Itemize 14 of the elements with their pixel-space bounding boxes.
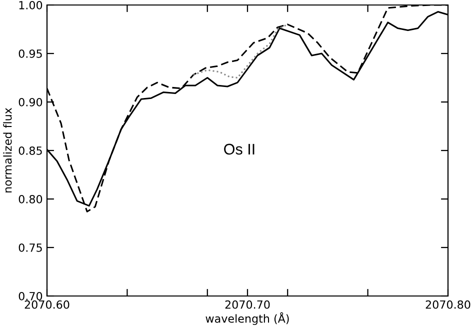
y-tick-label: 0.85: [18, 146, 42, 155]
x-tick-label: 2070.80: [426, 300, 470, 309]
y-tick-label: 0.70: [18, 292, 42, 300]
y-tick-label: 0.80: [18, 194, 42, 204]
y-axis-title: normalized flux: [3, 108, 12, 192]
y-tick-label: 0.95: [18, 49, 42, 58]
y-tick-label: 1.00: [19, 0, 42, 10]
x-tick-label: 2070.70: [225, 300, 270, 309]
line-series: [192, 24, 288, 79]
y-tick-label: 0.75: [18, 243, 42, 252]
x-tick-label: 2070.60: [24, 300, 70, 309]
annotation: Os II: [224, 144, 254, 155]
y-tick-label: 0.90: [18, 98, 42, 106]
x-axis-title: wavelength (Å): [206, 312, 289, 325]
